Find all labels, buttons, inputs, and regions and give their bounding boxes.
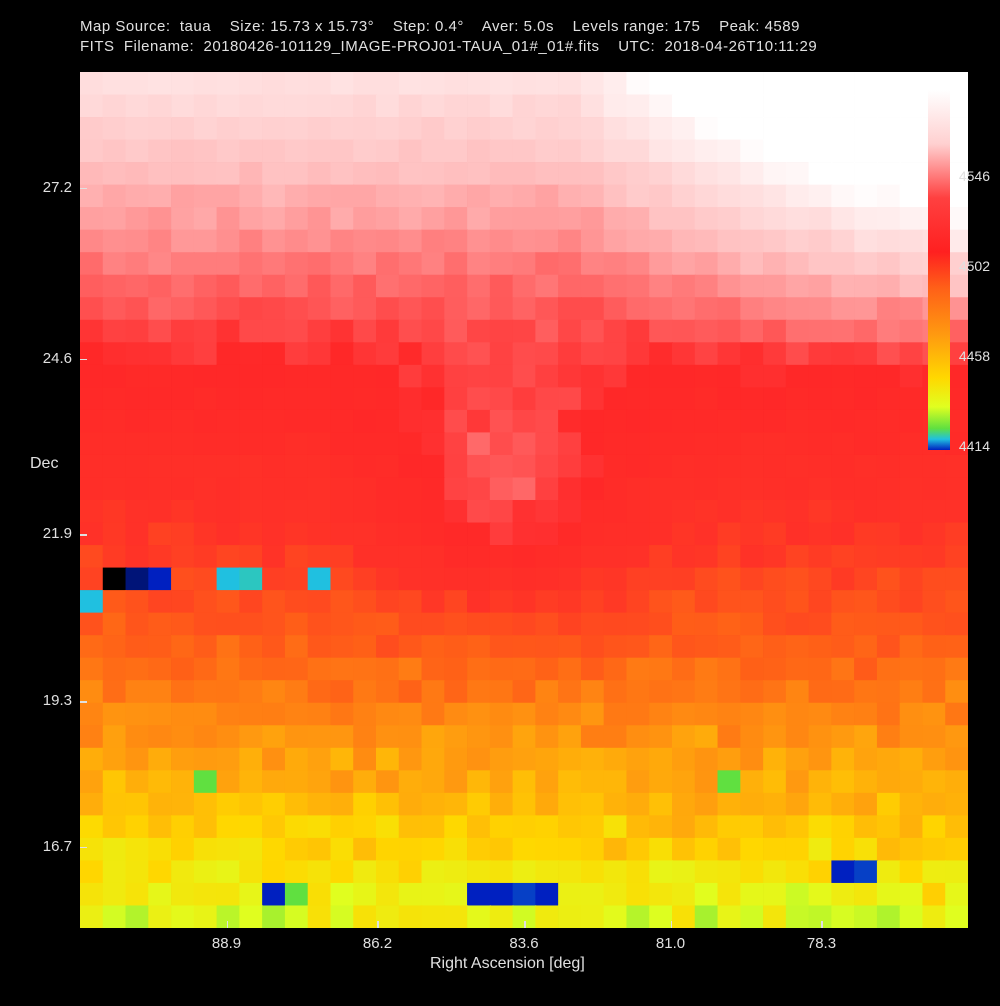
colorbar-tick-label: 4502 bbox=[959, 258, 990, 274]
y-tick-label: 19.3 bbox=[43, 692, 72, 709]
colorbar-canvas bbox=[928, 90, 950, 450]
x-tick-label: 86.2 bbox=[363, 935, 392, 952]
y-axis-label: Dec bbox=[30, 455, 58, 473]
y-tick-label: 24.6 bbox=[43, 350, 72, 367]
y-tick-label: 27.2 bbox=[43, 179, 72, 196]
colorbar-tick-label: 4414 bbox=[959, 438, 990, 454]
y-tick-label: 21.9 bbox=[43, 525, 72, 542]
y-tick-label: 16.7 bbox=[43, 838, 72, 855]
colorbar bbox=[928, 90, 950, 450]
x-tick-label: 78.3 bbox=[807, 935, 836, 952]
colorbar-tick-label: 4546 bbox=[959, 168, 990, 184]
colorbar-tick-label: 4458 bbox=[959, 348, 990, 364]
header-line-2: FITS Filename: 20180426-101129_IMAGE-PRO… bbox=[80, 38, 817, 55]
header-line-1: Map Source: taua Size: 15.73 x 15.73° St… bbox=[80, 18, 800, 35]
x-tick-label: 88.9 bbox=[212, 935, 241, 952]
heatmap-plot bbox=[80, 72, 968, 928]
x-axis-label: Right Ascension [deg] bbox=[430, 955, 585, 973]
x-tick-label: 83.6 bbox=[509, 935, 538, 952]
x-tick-label: 81.0 bbox=[656, 935, 685, 952]
heatmap-canvas bbox=[80, 72, 968, 928]
